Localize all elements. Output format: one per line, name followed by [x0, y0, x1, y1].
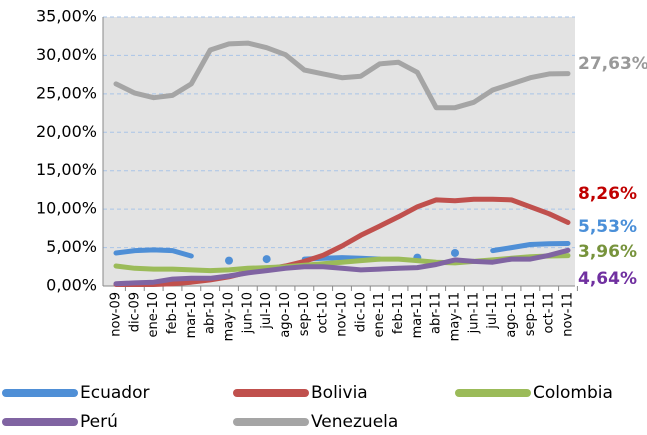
x-tick-label: ene-11 — [372, 292, 387, 337]
series-line — [490, 241, 571, 254]
series-line — [113, 196, 571, 287]
y-tick-label: 10,00% — [36, 199, 97, 218]
x-tick-label: ene-10 — [146, 292, 161, 337]
legend-label: Colombia — [533, 383, 613, 403]
x-tick-label: mar-10 — [184, 292, 199, 338]
y-tick-label: 20,00% — [36, 122, 97, 141]
y-tick-label: 0,00% — [46, 276, 97, 295]
series-line — [113, 247, 571, 287]
data-label: 8,26% — [578, 184, 637, 204]
x-tick-label: may-10 — [222, 292, 237, 341]
x-tick-label: feb-10 — [165, 292, 180, 334]
legend-label: Perú — [80, 412, 118, 432]
x-tick-label: nov-10 — [335, 292, 350, 337]
x-tick-label: oct-10 — [316, 292, 331, 333]
x-tick-label: sep-11 — [523, 292, 538, 336]
plot-area — [103, 17, 575, 286]
legend-label: Bolivia — [311, 383, 368, 403]
y-tick-label: 25,00% — [36, 83, 97, 102]
x-tick-label: may-11 — [448, 292, 463, 341]
x-tick-label: feb-11 — [391, 292, 406, 334]
data-point — [225, 256, 233, 265]
x-tick-label: dic-09 — [127, 292, 142, 332]
y-tick-label: 5,00% — [46, 237, 97, 256]
x-tick-label: sep-10 — [297, 292, 312, 336]
x-tick-label: nov-09 — [109, 292, 124, 337]
x-tick-label: oct-11 — [542, 292, 557, 333]
x-tick-label: ago-10 — [278, 292, 293, 338]
x-tick-label: jul-10 — [259, 292, 274, 330]
data-point — [451, 248, 459, 257]
series-line — [113, 247, 194, 259]
x-tick-label: mar-11 — [410, 292, 425, 338]
x-tick-label: jul-11 — [485, 292, 500, 330]
legend-label: Venezuela — [311, 412, 398, 432]
data-label: 27,63% — [578, 54, 647, 74]
x-tick-label: nov-11 — [561, 292, 576, 337]
legend-label: Ecuador — [80, 383, 149, 403]
x-tick-label: ago-11 — [504, 292, 519, 338]
data-point — [262, 255, 271, 264]
data-label: 4,64% — [578, 269, 637, 289]
x-tick-label: abr-11 — [429, 292, 444, 334]
y-tick-label: 35,00% — [36, 7, 97, 26]
x-tick-label: jun-10 — [240, 292, 255, 334]
y-tick-label: 15,00% — [36, 160, 97, 179]
y-tick-label: 30,00% — [36, 45, 97, 64]
data-label: 3,96% — [578, 242, 637, 262]
x-tick-label: dic-10 — [353, 292, 368, 332]
data-label: 5,53% — [578, 217, 637, 237]
x-tick-label: jun-11 — [466, 292, 481, 334]
series-line — [113, 40, 571, 111]
x-tick-label: abr-10 — [203, 292, 218, 334]
